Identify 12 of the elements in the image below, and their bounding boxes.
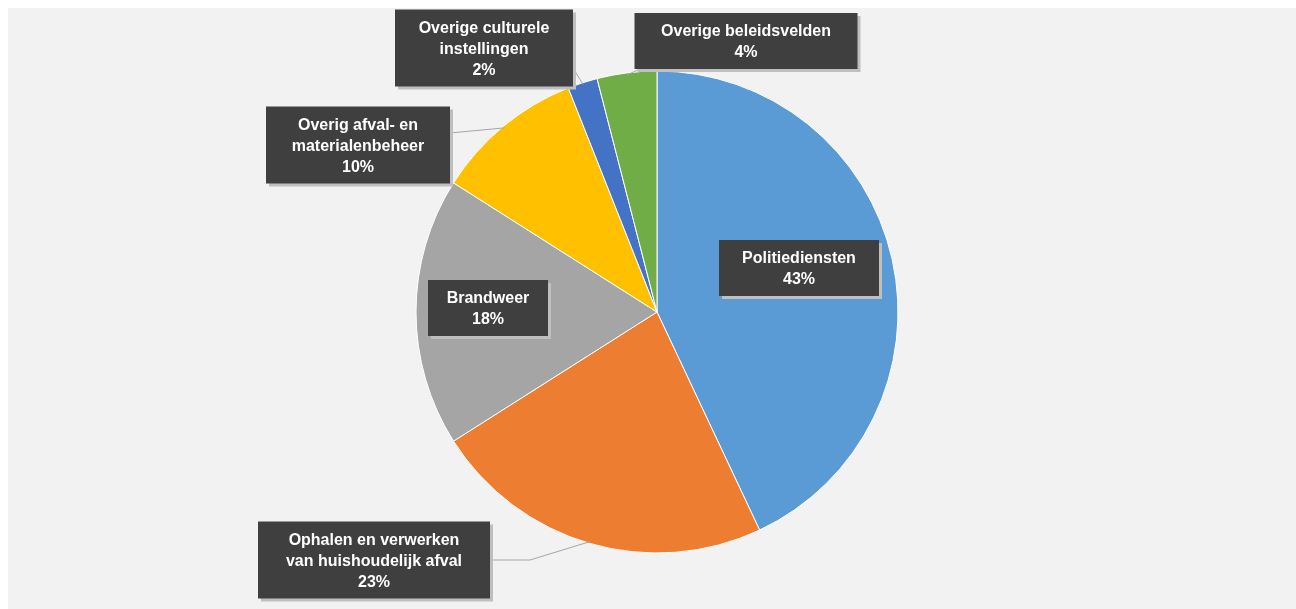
slice-label: Overige culturele instellingen — [418, 18, 550, 57]
data-label: 43% — [782, 270, 816, 287]
data-label: 4% — [734, 43, 758, 60]
slice-label: Overige beleidsvelden — [661, 22, 831, 39]
data-label: 2% — [472, 60, 496, 78]
slice-label: Politiediensten — [742, 249, 856, 266]
slice-label: Overig afval- en materialenbeheer — [291, 115, 425, 154]
data-label: 18% — [471, 310, 505, 327]
data-label: 23% — [357, 572, 391, 590]
data-label: 10% — [341, 157, 375, 175]
slice-label: Ophalen en verwerken van huishoudelijk afval — [285, 530, 463, 569]
slice-label: Brandweer — [446, 289, 530, 306]
